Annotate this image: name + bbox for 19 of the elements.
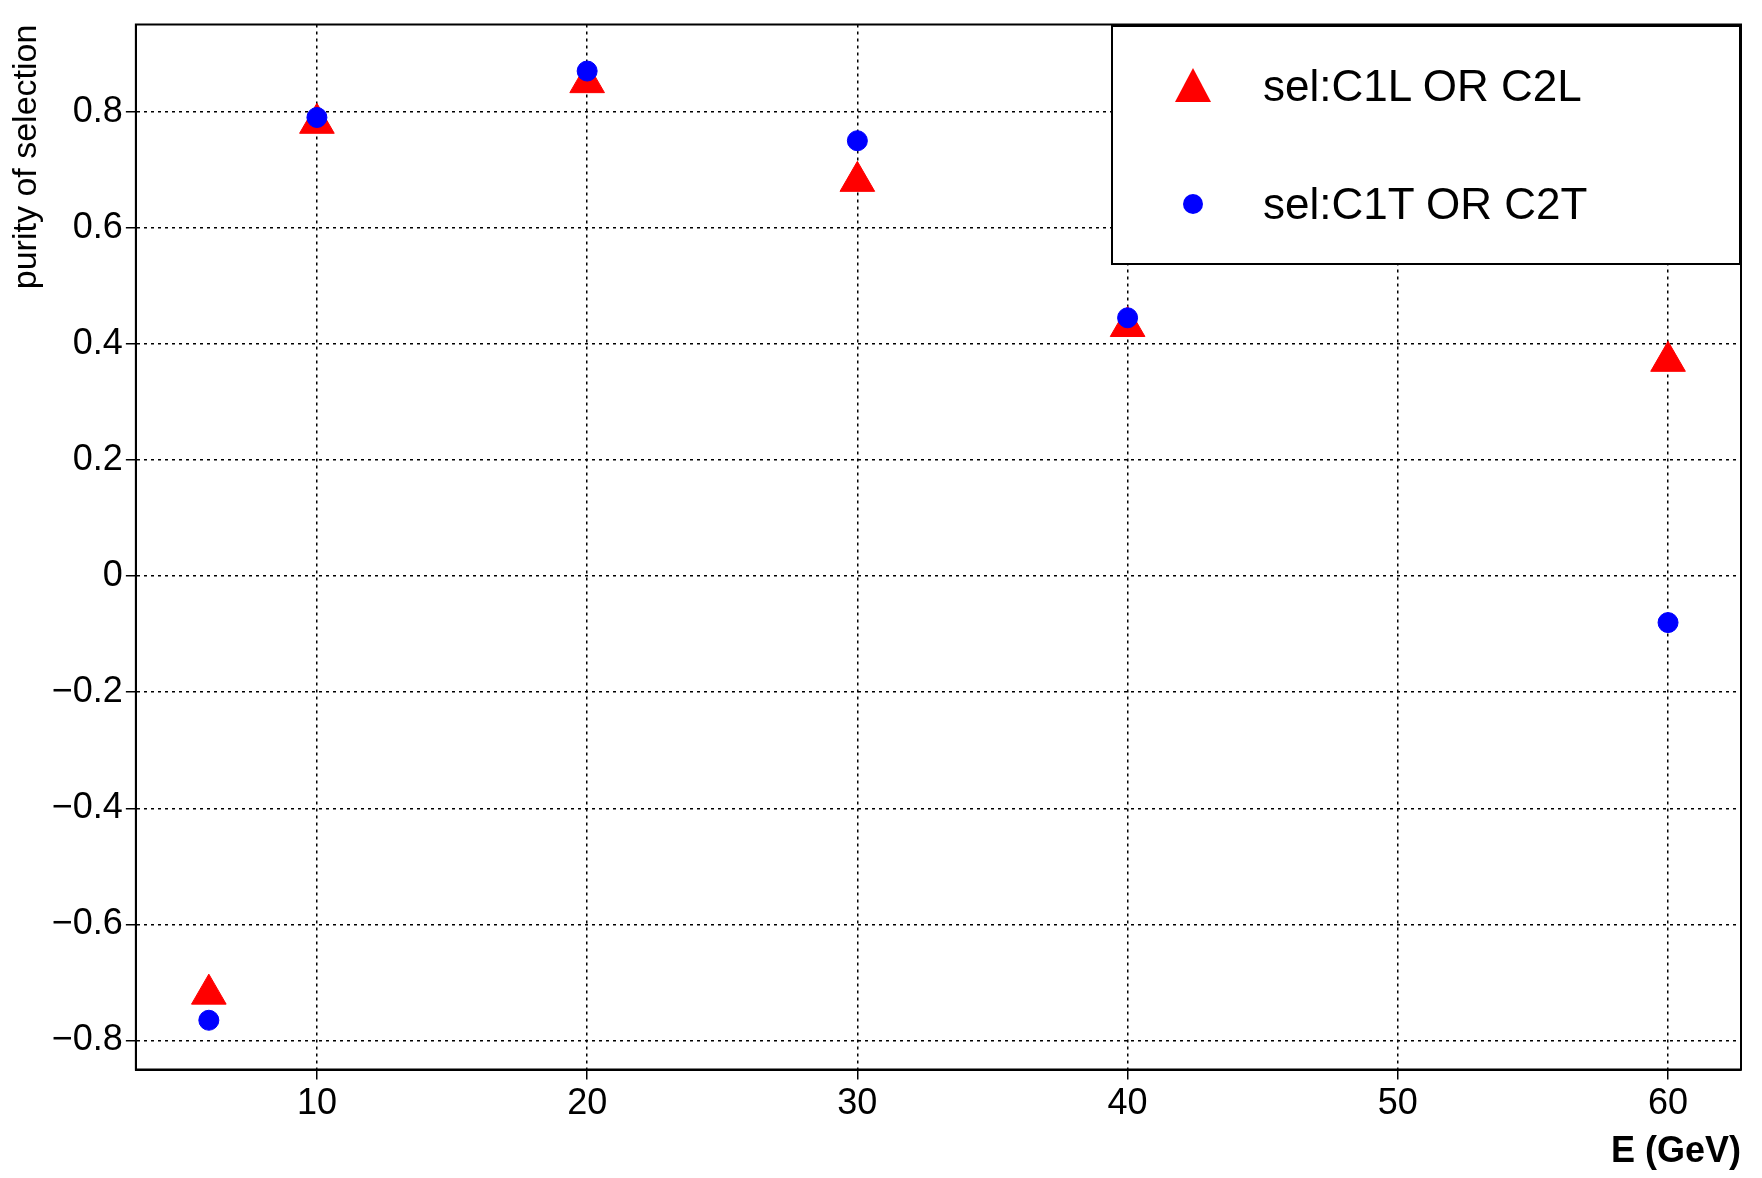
y-tick-label: 0.2 xyxy=(72,436,123,478)
x-tick-label: 40 xyxy=(1107,1081,1148,1123)
y-tick-label: 0 xyxy=(102,553,123,595)
y-tick-label: 0.8 xyxy=(72,88,123,130)
y-tick-label: −0.8 xyxy=(51,1017,123,1059)
legend-label: sel:C1T OR C2T xyxy=(1263,178,1588,229)
x-tick-label: 20 xyxy=(567,1081,608,1123)
y-tick-label: −0.6 xyxy=(51,901,123,943)
x-tick-label: 50 xyxy=(1377,1081,1418,1123)
legend-label: sel:C1L OR C2L xyxy=(1263,60,1582,111)
x-tick-label: 10 xyxy=(296,1081,337,1123)
x-tick-label: 30 xyxy=(837,1081,878,1123)
y-tick-label: −0.4 xyxy=(51,785,123,827)
y-tick-label: 0.4 xyxy=(72,320,123,362)
x-axis-title: E (GeV) xyxy=(1610,1129,1741,1171)
y-axis-title: purity of selection xyxy=(4,24,43,290)
y-tick-label: 0.6 xyxy=(72,204,123,246)
x-tick-label: 60 xyxy=(1648,1081,1689,1123)
y-tick-label: −0.2 xyxy=(51,669,123,711)
